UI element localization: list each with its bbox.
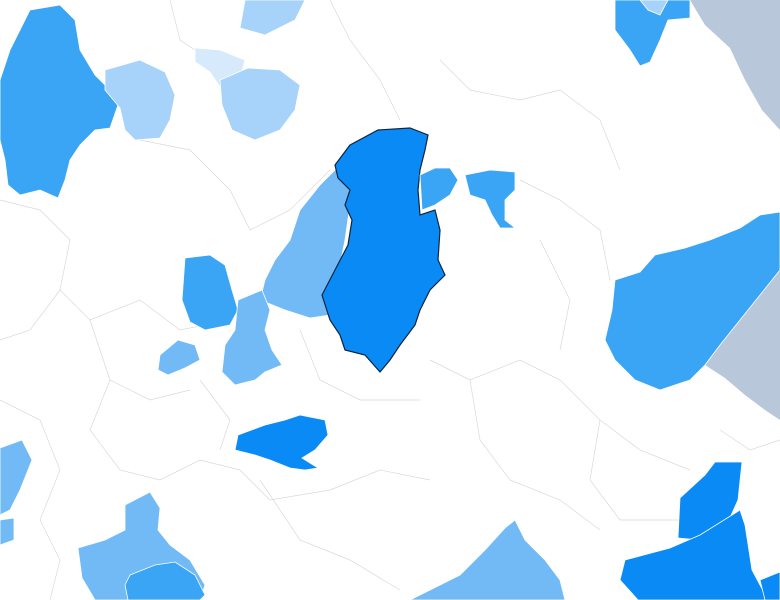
region-west-large[interactable]	[0, 4, 119, 199]
region-center-selected[interactable]	[321, 127, 446, 373]
region-west-center-1[interactable]	[181, 254, 239, 331]
region-top-right-small[interactable]	[614, 0, 691, 67]
region-north-left-1[interactable]	[104, 59, 176, 141]
region-center-east-small[interactable]	[419, 167, 459, 211]
region-west-small[interactable]	[157, 339, 201, 376]
water-top-right	[690, 0, 780, 130]
region-east-large[interactable]	[604, 211, 780, 391]
region-south-center-dark[interactable]	[234, 414, 329, 471]
region-north-mid[interactable]	[219, 67, 301, 141]
region-top-strip[interactable]	[239, 0, 306, 36]
region-left-edge-small[interactable]	[0, 517, 15, 546]
region-southwest-mid[interactable]	[124, 561, 206, 600]
region-left-edge[interactable]	[0, 439, 33, 516]
region-west-center-2[interactable]	[221, 289, 283, 386]
region-southeast-large[interactable]	[619, 509, 769, 600]
region-east-small[interactable]	[464, 169, 517, 229]
water-right	[705, 270, 780, 420]
region-south-light[interactable]	[409, 519, 566, 600]
region-top-right-tiny[interactable]	[639, 0, 669, 16]
region-southeast-edge[interactable]	[759, 571, 780, 600]
